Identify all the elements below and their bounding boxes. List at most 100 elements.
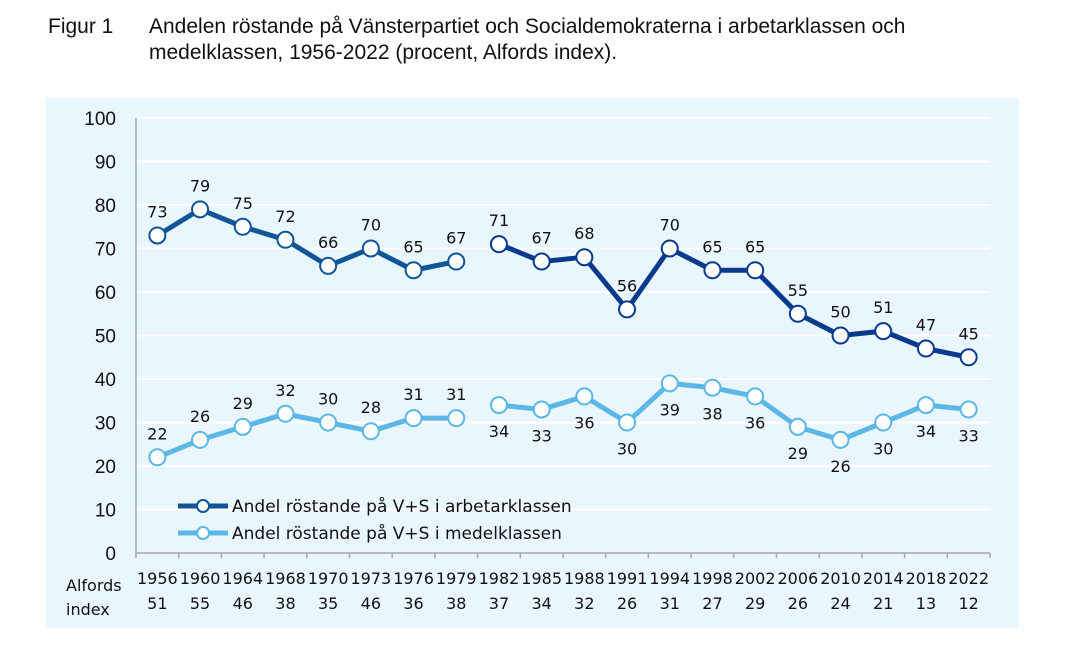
data-label-medelklassen: 26 xyxy=(830,457,850,476)
data-label-arbetarklassen: 75 xyxy=(233,194,253,213)
series-markers xyxy=(148,200,978,467)
data-label-medelklassen: 39 xyxy=(660,400,680,419)
marker-arbetarklassen xyxy=(874,322,893,341)
figure-number: Figur 1 xyxy=(48,15,114,38)
marker-arbetarklassen xyxy=(831,326,850,345)
x-tick-label-year: 1998 xyxy=(692,569,733,588)
alford-index-row-label: Alfords xyxy=(66,576,122,595)
data-label-medelklassen: 32 xyxy=(275,381,295,400)
x-tick-label-alford-index: 38 xyxy=(446,594,466,613)
y-tick-label: 100 xyxy=(84,109,116,130)
marker-medelklassen xyxy=(618,413,637,432)
y-tick-label: 30 xyxy=(95,414,116,435)
marker-arbetarklassen xyxy=(703,261,722,280)
x-tick-label-alford-index: 24 xyxy=(830,594,850,613)
x-tick-label-year: 1956 xyxy=(137,569,178,588)
data-label-medelklassen: 36 xyxy=(574,413,594,432)
marker-medelklassen xyxy=(233,417,252,436)
y-tick-label: 0 xyxy=(105,544,116,565)
data-label-medelklassen: 36 xyxy=(745,413,765,432)
x-tick-label-alford-index: 32 xyxy=(574,594,594,613)
marker-medelklassen xyxy=(447,409,466,428)
data-label-medelklassen: 29 xyxy=(233,394,253,413)
data-label-arbetarklassen: 56 xyxy=(617,276,637,295)
marker-medelklassen xyxy=(404,409,423,428)
x-tick-label-alford-index: 26 xyxy=(617,594,637,613)
x-tick-label-year: 1985 xyxy=(521,569,562,588)
marker-medelklassen xyxy=(489,396,508,415)
legend-swatch-marker xyxy=(196,499,210,513)
y-tick-label: 20 xyxy=(95,457,116,478)
y-tick-label: 90 xyxy=(95,153,116,174)
x-tick-label-alford-index: 12 xyxy=(958,594,978,613)
marker-arbetarklassen xyxy=(148,226,167,245)
x-tick-label-year: 2002 xyxy=(735,569,776,588)
y-axis-tick-labels: 0 10 20 30 40 50 60 70 80 90 100 xyxy=(84,109,116,565)
marker-medelklassen xyxy=(148,448,167,467)
x-tick-label-alford-index: 31 xyxy=(660,594,680,613)
data-label-medelklassen: 31 xyxy=(446,385,466,404)
marker-medelklassen xyxy=(361,422,380,441)
marker-medelklassen xyxy=(532,400,551,419)
marker-arbetarklassen xyxy=(959,348,978,367)
data-label-arbetarklassen: 50 xyxy=(830,303,850,322)
data-label-medelklassen: 33 xyxy=(531,426,551,445)
chart-panel xyxy=(46,98,1019,628)
marker-arbetarklassen xyxy=(618,300,637,319)
figure-title: Andelen röstande på Vänsterpartiet och S… xyxy=(149,15,906,64)
marker-arbetarklassen xyxy=(191,200,210,219)
data-label-medelklassen: 29 xyxy=(788,444,808,463)
marker-medelklassen xyxy=(788,417,807,436)
x-tick-label-year: 1976 xyxy=(393,569,434,588)
legend-label: Andel röstande på V+S i medelklassen xyxy=(232,523,562,544)
data-label-arbetarklassen: 73 xyxy=(147,202,167,221)
marker-medelklassen xyxy=(959,400,978,419)
x-tick-label-alford-index: 26 xyxy=(788,594,808,613)
y-tick-label: 50 xyxy=(95,327,116,348)
legend-label: Andel röstande på V+S i arbetarklassen xyxy=(232,496,572,517)
marker-arbetarklassen xyxy=(233,217,252,236)
marker-arbetarklassen xyxy=(489,235,508,254)
data-label-medelklassen: 33 xyxy=(958,426,978,445)
data-label-medelklassen: 30 xyxy=(318,390,338,409)
data-label-arbetarklassen: 65 xyxy=(403,237,423,256)
data-label-arbetarklassen: 68 xyxy=(574,224,594,243)
x-tick-label-year: 1968 xyxy=(265,569,306,588)
alford-index-row-label: index xyxy=(66,600,110,619)
x-tick-label-year: 1979 xyxy=(436,569,477,588)
x-tick-label-alford-index: 35 xyxy=(318,594,338,613)
marker-arbetarklassen xyxy=(361,239,380,258)
y-tick-label: 80 xyxy=(95,196,116,217)
marker-arbetarklassen xyxy=(276,230,295,249)
series-line-medelklassen-1982-2022 xyxy=(498,380,969,443)
x-tick-label-year: 1991 xyxy=(607,569,648,588)
data-label-medelklassen: 28 xyxy=(361,398,381,417)
marker-medelklassen xyxy=(575,387,594,406)
marker-medelklassen xyxy=(874,413,893,432)
x-tick-label-alford-index: 21 xyxy=(873,594,893,613)
x-tick-label-year: 1970 xyxy=(308,569,349,588)
x-tick-label-alford-index: 13 xyxy=(916,594,936,613)
marker-medelklassen xyxy=(916,396,935,415)
legend: Andel röstande på V+S i arbetarklassen An… xyxy=(178,496,572,544)
marker-arbetarklassen xyxy=(319,256,338,275)
x-tick-label-year: 1994 xyxy=(649,569,690,588)
x-tick-label-alford-index: 37 xyxy=(489,594,509,613)
data-label-arbetarklassen: 47 xyxy=(916,316,936,335)
x-tick-label-alford-index: 38 xyxy=(275,594,295,613)
data-label-arbetarklassen: 66 xyxy=(318,233,338,252)
data-label-arbetarklassen: 70 xyxy=(361,216,381,235)
x-tick-label-alford-index: 51 xyxy=(147,594,167,613)
x-tick-label-year: 2022 xyxy=(948,569,989,588)
x-tick-label-year: 1964 xyxy=(222,569,263,588)
marker-medelklassen xyxy=(319,413,338,432)
x-tick-label-alford-index: 27 xyxy=(702,594,722,613)
x-tick-label-year: 1973 xyxy=(350,569,391,588)
x-tick-label-alford-index: 29 xyxy=(745,594,765,613)
data-label-medelklassen: 22 xyxy=(147,424,167,443)
data-label-medelklassen: 31 xyxy=(403,385,423,404)
x-axis-tick-labels: 1956 51 1960 55 1964 46 1968 38 1970 35 1973 46 1976… xyxy=(66,569,989,619)
x-tick-label-alford-index: 55 xyxy=(190,594,210,613)
x-tick-label-year: 2010 xyxy=(820,569,861,588)
